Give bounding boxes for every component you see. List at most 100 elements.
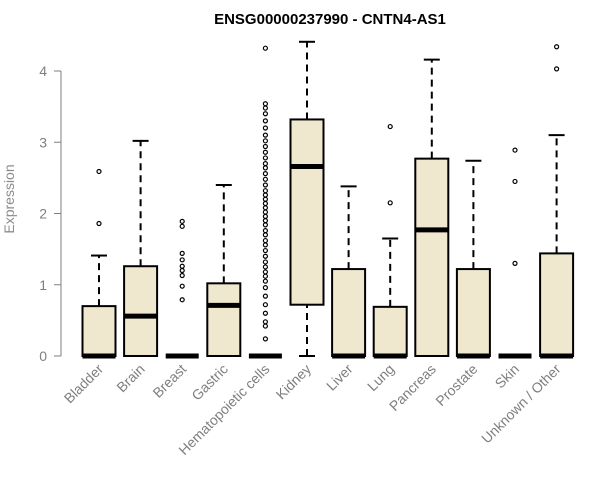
outlier-point bbox=[262, 237, 268, 244]
box-unknown-other bbox=[539, 44, 575, 359]
outlier-point bbox=[262, 138, 268, 144]
outlier-point bbox=[262, 196, 268, 202]
outlier-point bbox=[262, 242, 268, 248]
outlier-point bbox=[179, 283, 185, 289]
x-tick-label-unknown-other: Unknown / Other bbox=[478, 361, 564, 447]
outlier-point bbox=[179, 218, 185, 224]
outlier-point bbox=[553, 66, 560, 72]
outlier-point bbox=[262, 105, 268, 111]
outlier-point bbox=[262, 209, 268, 215]
outlier-point bbox=[262, 161, 268, 167]
outlier-point bbox=[262, 222, 268, 228]
y-axis-label: Expression bbox=[1, 164, 17, 233]
outlier-point bbox=[262, 101, 268, 107]
box-series bbox=[81, 40, 575, 359]
outlier-point bbox=[262, 213, 268, 219]
box-skin bbox=[498, 147, 532, 359]
box-iqr bbox=[289, 118, 325, 306]
outlier-point bbox=[262, 269, 268, 275]
box-liver bbox=[331, 185, 367, 359]
outlier-point bbox=[179, 272, 185, 279]
y-tick-label: 3 bbox=[39, 134, 47, 150]
outlier-point bbox=[262, 200, 268, 207]
outlier-point bbox=[262, 149, 268, 155]
box-pancreas bbox=[414, 58, 450, 357]
outlier-point bbox=[262, 118, 268, 124]
outlier-point bbox=[96, 168, 102, 175]
outlier-point bbox=[262, 132, 268, 138]
outlier-point bbox=[262, 192, 268, 198]
outlier-point bbox=[262, 188, 268, 194]
outlier-point bbox=[262, 336, 268, 342]
outlier-point bbox=[387, 200, 393, 206]
x-tick-label-breast: Breast bbox=[149, 361, 189, 401]
box-iqr bbox=[206, 282, 242, 358]
outlier-point bbox=[262, 259, 268, 265]
box-bladder bbox=[81, 168, 117, 359]
y-tick-label: 4 bbox=[39, 63, 47, 79]
box-iqr bbox=[414, 157, 450, 357]
outlier-point bbox=[262, 218, 268, 224]
box-hematopoietic-cells bbox=[248, 45, 282, 359]
outlier-point bbox=[262, 45, 268, 51]
box-brain bbox=[123, 139, 159, 358]
outlier-point bbox=[262, 310, 268, 316]
box-prostate bbox=[455, 159, 491, 359]
box-iqr bbox=[539, 252, 575, 357]
outlier-point bbox=[262, 232, 268, 238]
x-tick-label-liver: Liver bbox=[323, 361, 356, 394]
x-tick-label-skin: Skin bbox=[492, 361, 523, 392]
outlier-point bbox=[512, 147, 518, 153]
outlier-point bbox=[262, 111, 268, 117]
box-kidney bbox=[289, 40, 325, 357]
outlier-point bbox=[262, 302, 268, 308]
x-tick-label-brain: Brain bbox=[113, 361, 147, 395]
outlier-point bbox=[262, 182, 268, 188]
outlier-point bbox=[179, 267, 185, 274]
y-axis: 0 1 2 3 4 bbox=[39, 63, 62, 364]
y-tick-label: 1 bbox=[39, 277, 47, 293]
outlier-point bbox=[262, 253, 268, 259]
outlier-point bbox=[512, 260, 518, 266]
outlier-point bbox=[262, 171, 268, 177]
outlier-point bbox=[262, 176, 268, 182]
box-iqr bbox=[455, 268, 491, 358]
outlier-point bbox=[262, 293, 268, 299]
outlier-point bbox=[96, 220, 102, 227]
x-tick-label-lung: Lung bbox=[364, 361, 397, 394]
outlier-point bbox=[262, 155, 268, 161]
outlier-point bbox=[553, 44, 560, 50]
outlier-point bbox=[262, 205, 268, 211]
outlier-point bbox=[262, 264, 268, 270]
outlier-point bbox=[179, 250, 185, 256]
outlier-point bbox=[179, 223, 185, 229]
box-iqr bbox=[331, 268, 367, 358]
box-breast bbox=[165, 218, 199, 359]
outlier-point bbox=[179, 257, 185, 263]
outlier-point bbox=[387, 123, 393, 130]
y-tick-label: 0 bbox=[39, 348, 47, 364]
outlier-point bbox=[262, 165, 268, 171]
x-tick-label-bladder: Bladder bbox=[61, 361, 107, 407]
box-iqr bbox=[123, 265, 159, 358]
chart-title: ENSG00000237990 - CNTN4-AS1 bbox=[214, 11, 446, 28]
outlier-point bbox=[262, 278, 268, 284]
outlier-point bbox=[262, 228, 268, 234]
box-gastric bbox=[206, 184, 242, 358]
outlier-point bbox=[262, 143, 268, 150]
x-tick-label-kidney: Kidney bbox=[273, 361, 315, 403]
outlier-point bbox=[262, 319, 268, 325]
x-tick-label-prostate: Prostate bbox=[432, 361, 480, 409]
box-iqr bbox=[372, 305, 408, 357]
box-iqr bbox=[81, 305, 117, 357]
outlier-point bbox=[262, 323, 268, 329]
outlier-point bbox=[262, 285, 268, 291]
box-lung bbox=[372, 123, 408, 359]
outlier-point bbox=[262, 125, 268, 131]
y-tick-label: 2 bbox=[39, 206, 47, 222]
outlier-point bbox=[262, 247, 268, 254]
outlier-point bbox=[179, 263, 185, 269]
outlier-point bbox=[512, 178, 518, 185]
